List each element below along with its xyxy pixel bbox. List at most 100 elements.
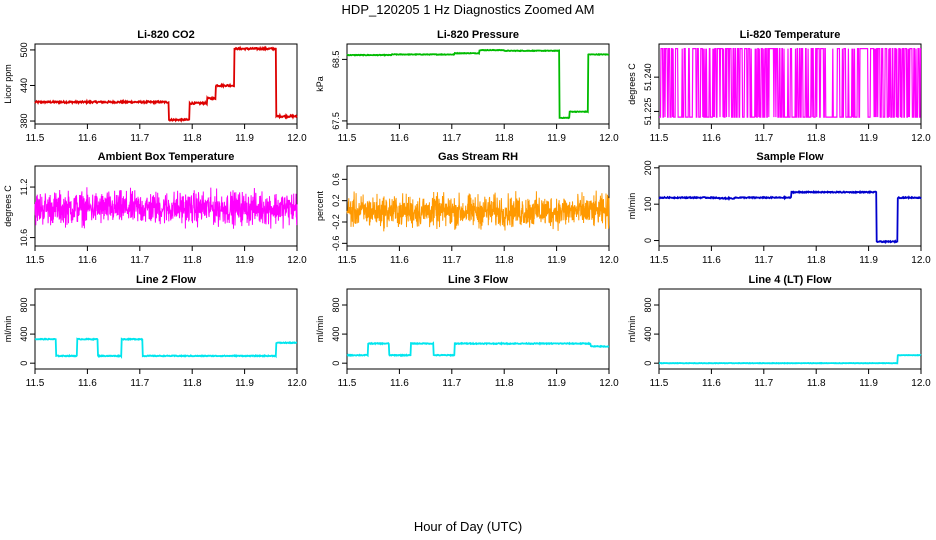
panel-7-xtick-label: 11.5 <box>26 378 45 389</box>
panel-3-series-line <box>659 47 922 118</box>
panel-2-ytick-label: 67.5 <box>331 112 341 130</box>
panel-2-xtick-label: 11.5 <box>338 133 357 144</box>
panel-6-frame <box>658 165 922 247</box>
panel-6-xtick-label: 11.9 <box>859 255 878 266</box>
panel-9-series-line <box>658 353 922 365</box>
panel-1-xtick-label: 11.6 <box>78 133 97 144</box>
figure-title: HDP_120205 1 Hz Diagnostics Zoomed AM <box>341 2 595 17</box>
panel-4-ytick-label: 10.6 <box>19 229 29 247</box>
panel-6-title: Sample Flow <box>756 151 824 163</box>
panel-4-xtick-label: 11.5 <box>26 255 45 266</box>
panel-3-xtick-label: 11.7 <box>754 133 773 144</box>
panel-5-xtick-label: 11.7 <box>442 255 461 266</box>
panel-6-ytick-label: 100 <box>643 197 653 212</box>
panel-2-ylabel: kPa <box>315 76 325 92</box>
panel-3-xtick-label: 11.9 <box>859 133 878 144</box>
panel-3-title: Li-820 Temperature <box>740 29 841 41</box>
panel-6-xtick-label: 11.6 <box>702 255 721 266</box>
panel-5-xtick-label: 12.0 <box>599 255 619 266</box>
panel-8-ytick-label: 0 <box>331 361 341 366</box>
panel-8-ytick-label: 400 <box>331 327 341 342</box>
panel-9-xtick-label: 11.5 <box>650 378 669 389</box>
panel-2-xtick-label: 11.9 <box>547 133 566 144</box>
panel-5-ylabel: percent <box>315 190 325 221</box>
panel-7-xtick-label: 11.8 <box>183 378 202 389</box>
panel-6-ylabel: ml/min <box>627 193 637 220</box>
panel-9-title: Line 4 (LT) Flow <box>749 274 832 286</box>
panel-5-xtick-label: 11.9 <box>547 255 566 266</box>
panel-4-series-line <box>34 187 298 229</box>
panel-8-frame <box>346 288 610 370</box>
panel-4-xtick-label: 11.8 <box>183 255 202 266</box>
panel-1-ytick-label: 380 <box>19 114 29 129</box>
panel-3-frame <box>658 43 922 125</box>
panel-2-xtick-label: 12.0 <box>599 133 619 144</box>
panel-7-ylabel: ml/min <box>3 316 13 343</box>
panel-9-ylabel: ml/min <box>627 316 637 343</box>
panel-5-series-line <box>346 190 610 232</box>
panel-7-xtick-label: 11.6 <box>78 378 97 389</box>
panel-1-xtick-label: 11.9 <box>235 133 254 144</box>
panel-4-ylabel: degrees C <box>3 185 13 227</box>
panel-3-ytick-label: 51.225 <box>643 98 653 126</box>
panel-8-title: Line 3 Flow <box>448 274 508 286</box>
panel-1-xtick-label: 11.5 <box>26 133 45 144</box>
panel-5-ytick-label: -0.2 <box>331 214 341 230</box>
panel-2-frame <box>346 43 610 125</box>
panel-9-xtick-label: 11.6 <box>702 378 721 389</box>
panel-8-xtick-label: 11.5 <box>338 378 357 389</box>
panel-2-series-line <box>346 48 609 120</box>
panel-5-ytick-label: -0.6 <box>331 236 341 252</box>
panel-9-xtick-label: 12.0 <box>911 378 931 389</box>
panel-1-title: Li-820 CO2 <box>137 29 194 41</box>
panel-6-xtick-label: 12.0 <box>911 255 931 266</box>
panel-8-ylabel: ml/min <box>315 316 325 343</box>
panel-1-ytick-label: 440 <box>19 78 29 93</box>
panel-3-xtick-label: 11.6 <box>702 133 721 144</box>
panel-9-xtick-label: 11.9 <box>859 378 878 389</box>
panel-9-ytick-label: 800 <box>643 297 653 312</box>
panel-8-series-line <box>346 341 610 358</box>
x-axis-label: Hour of Day (UTC) <box>413 519 523 534</box>
panel-9-xtick-label: 11.7 <box>754 378 773 389</box>
panel-3-xtick-label: 11.5 <box>650 133 669 144</box>
panel-5-title: Gas Stream RH <box>438 151 518 163</box>
panel-2-xtick-label: 11.6 <box>390 133 409 144</box>
panel-1-frame <box>34 43 298 125</box>
panel-7-frame <box>34 288 298 370</box>
panel-6-ytick-label: 200 <box>643 160 653 175</box>
panel-1-xtick-label: 12.0 <box>287 133 307 144</box>
panel-4-ytick-label: 11.2 <box>19 179 29 196</box>
panel-5-ytick-label: 0.6 <box>331 173 341 186</box>
panel-6-xtick-label: 11.5 <box>650 255 669 266</box>
panel-6-xtick-label: 11.7 <box>754 255 773 266</box>
panel-5-xtick-label: 11.6 <box>390 255 409 266</box>
panel-8-xtick-label: 11.8 <box>495 378 514 389</box>
panel-1-xtick-label: 11.8 <box>183 133 202 144</box>
panel-8-xtick-label: 11.9 <box>547 378 566 389</box>
panel-7-title: Line 2 Flow <box>136 274 196 286</box>
panel-4-title: Ambient Box Temperature <box>98 151 235 163</box>
panel-4-xtick-label: 11.6 <box>78 255 97 266</box>
panel-4-xtick-label: 11.7 <box>130 255 149 266</box>
panel-3-xtick-label: 11.8 <box>807 133 826 144</box>
panel-5-xtick-label: 11.5 <box>338 255 357 266</box>
panel-6-ytick-label: 0 <box>643 238 653 243</box>
panel-8-xtick-label: 11.7 <box>442 378 461 389</box>
panel-1-ytick-label: 500 <box>19 42 29 57</box>
panel-8-ytick-label: 800 <box>331 297 341 312</box>
panel-2-title: Li-820 Pressure <box>437 29 519 41</box>
panel-7-xtick-label: 12.0 <box>287 378 307 389</box>
panel-8-xtick-label: 11.6 <box>390 378 409 389</box>
panel-3-ylabel: degrees C <box>627 63 637 105</box>
panel-7-xtick-label: 11.7 <box>130 378 149 389</box>
panel-7-ytick-label: 0 <box>19 361 29 366</box>
panel-7-ytick-label: 400 <box>19 327 29 342</box>
panel-5-xtick-label: 11.8 <box>495 255 514 266</box>
panel-1-series-line <box>34 45 298 123</box>
panel-6-series-line <box>658 189 922 245</box>
panel-8-xtick-label: 12.0 <box>599 378 619 389</box>
panel-9-ytick-label: 0 <box>643 361 653 366</box>
panel-7-series-line <box>34 337 298 360</box>
